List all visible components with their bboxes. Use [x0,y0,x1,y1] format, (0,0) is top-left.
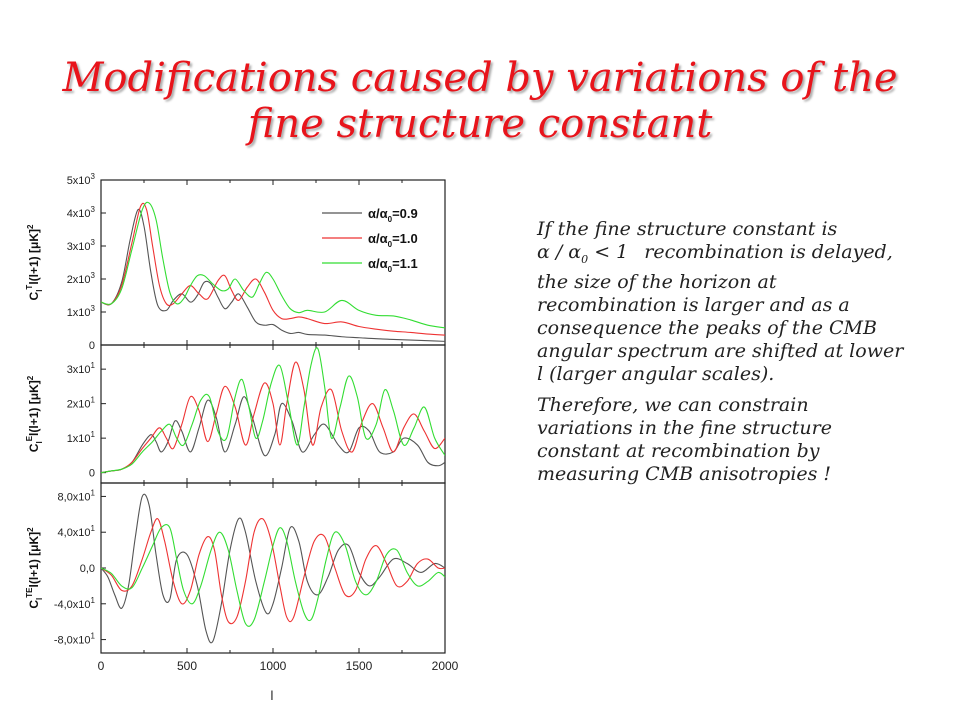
series-line-1-0 [101,396,445,474]
y-axis-label-2: ClTEl(l+1) [μK]2 [25,527,44,609]
x-tick-label-1: 500 [177,659,197,673]
series-line-1-2 [101,347,445,474]
x-tick-label-2: 1000 [260,659,287,673]
y-tick-label-2-0: -8,0x101 [54,632,96,647]
y-axis-label-1: ClEl(l+1) [μK]2 [25,375,44,452]
panel-frame-1 [100,344,446,484]
series-line-2-0 [101,493,445,644]
y-tick-label-0-4: 4x103 [67,205,96,220]
series-line-2-2 [101,524,445,627]
y-tick-label-0-2: 2x103 [67,271,96,286]
paragraph-1: If the fine structure constant is α / α0… [537,218,907,386]
title-line-1: Modifications caused by variations of th… [62,55,898,101]
legend-entry-2: α/α0=1.1 [368,256,418,274]
legend-entry-1: α/α0=1.0 [368,231,418,249]
y-tick-label-0-1: 1x103 [67,304,96,319]
y-tick-label-2-4: 8,0x101 [58,488,96,503]
x-tick-label-4: 2000 [432,659,459,673]
alpha-ratio-formula: α / α0 < 1 [537,241,629,266]
y-axis-label-0: ClTl(l+1) [μK]2 [25,224,44,300]
paragraph-2: Therefore, we can constrain variations i… [537,393,832,485]
series-line-0-2 [101,201,445,329]
x-axis-label: l [271,688,274,703]
legend-entry-0: α/α0=0.9 [368,206,418,224]
panel-frame-2 [100,482,446,654]
title-line-2: fine structure constant [247,101,713,147]
y-tick-label-2-3: 4,0x101 [58,524,96,539]
paragraph-1-start: If the fine structure constant is [537,218,838,240]
y-tick-label-2-1: -4,0x101 [54,596,96,611]
body-text: If the fine structure constant is α / α0… [537,218,907,494]
x-tick-label-0: 0 [98,659,105,673]
x-tick-label-3: 1500 [346,659,373,673]
slide-title: Modifications caused by variations of th… [40,55,920,147]
y-tick-label-1-0: 0 [89,468,95,480]
y-tick-label-0-3: 3x103 [67,238,96,253]
y-tick-label-1-1: 1x101 [67,430,96,445]
y-tick-label-0-0: 0 [89,340,95,352]
y-tick-label-2-2: 0,0 [80,563,95,575]
y-tick-label-0-5: 5x103 [67,172,96,187]
series-line-1-1 [101,361,445,474]
y-tick-label-1-2: 2x101 [67,396,96,411]
paragraph-1-rest: recombination is delayed, the size of th… [537,241,904,385]
series-line-2-1 [101,517,445,625]
series-line-0-1 [101,202,445,336]
series-line-0-0 [101,208,445,342]
y-tick-label-1-3: 3x101 [67,361,96,376]
